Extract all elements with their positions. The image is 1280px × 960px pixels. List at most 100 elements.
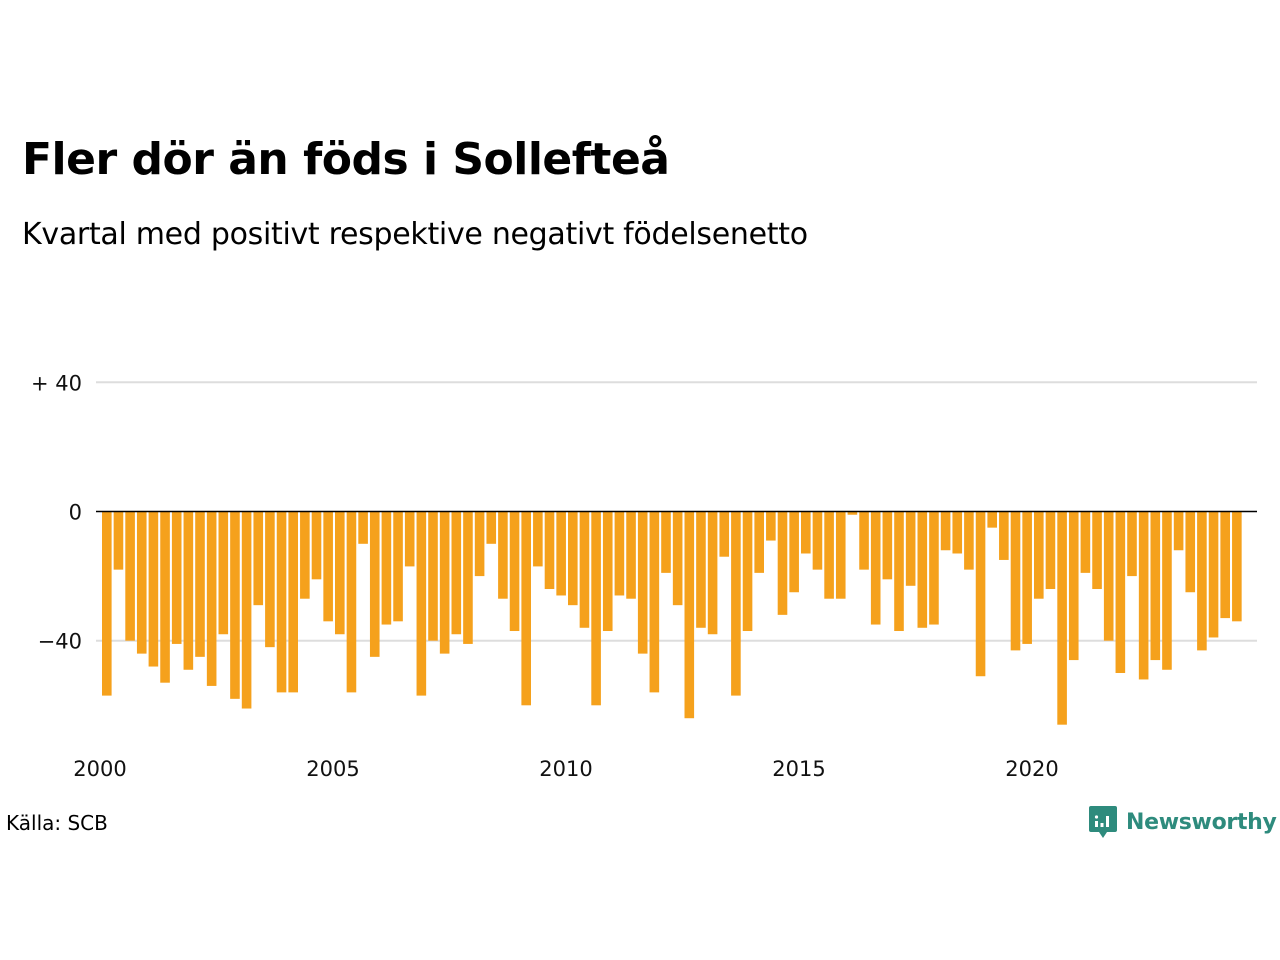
x-tick-label: 2005	[306, 757, 359, 781]
bar	[812, 511, 823, 570]
bar	[777, 511, 788, 615]
bar	[614, 511, 625, 596]
bar	[160, 511, 170, 683]
bar	[136, 511, 147, 654]
bar	[917, 511, 928, 628]
bar	[568, 511, 578, 606]
bar	[719, 511, 730, 557]
bar	[1010, 511, 1021, 651]
bar	[1173, 511, 1184, 551]
bar	[323, 511, 333, 622]
bar	[661, 511, 671, 573]
bar	[416, 511, 427, 696]
bar	[288, 511, 298, 693]
bar	[1092, 511, 1102, 590]
y-axis-labels: + 40 0 −40	[31, 371, 82, 653]
bar	[742, 511, 753, 632]
bar	[847, 511, 858, 515]
bar	[952, 511, 963, 554]
bar	[789, 511, 799, 593]
bar	[987, 511, 997, 528]
chart-title: Fler dör än föds i Sollefteå	[22, 134, 670, 185]
bar	[509, 511, 520, 632]
bar	[1138, 511, 1149, 680]
bar	[276, 511, 287, 693]
bar	[346, 511, 357, 693]
bar	[1150, 511, 1161, 661]
bar	[1197, 511, 1207, 651]
bar	[824, 511, 834, 599]
bar	[335, 511, 345, 635]
bar	[1185, 511, 1196, 593]
bar	[672, 511, 683, 606]
x-tick-label: 2000	[73, 757, 126, 781]
bar	[1103, 511, 1114, 641]
bar	[404, 511, 415, 567]
x-tick-label: 2010	[539, 757, 592, 781]
bar	[369, 511, 380, 657]
bar	[731, 511, 741, 696]
bar	[451, 511, 462, 635]
bar	[649, 511, 660, 693]
bar	[1045, 511, 1056, 590]
bar	[102, 511, 112, 696]
bar	[171, 511, 182, 644]
bar	[637, 511, 648, 654]
bar	[393, 511, 403, 622]
bar	[521, 511, 531, 706]
bar	[940, 511, 951, 551]
bar	[602, 511, 613, 632]
bar	[1208, 511, 1219, 638]
bar	[684, 511, 695, 719]
y-tick-label: −40	[38, 630, 82, 654]
bar	[859, 511, 869, 570]
bar	[428, 511, 438, 641]
bar	[1057, 511, 1067, 725]
brand-name: Newsworthy	[1126, 809, 1277, 835]
bar	[626, 511, 636, 599]
bar	[1034, 511, 1044, 599]
bar	[999, 511, 1009, 560]
y-tick-label: 0	[69, 501, 82, 525]
bar	[474, 511, 485, 577]
x-axis-labels: 2000 2005 2010 2015 2020	[73, 757, 1058, 781]
x-tick-label: 2015	[772, 757, 825, 781]
chart-subtitle: Kvartal med positivt respektive negativt…	[22, 217, 808, 252]
bar	[183, 511, 194, 670]
bar	[766, 511, 776, 541]
bars	[102, 511, 1242, 725]
newsworthy-logo: Newsworthy	[1088, 804, 1277, 840]
bar	[218, 511, 229, 635]
bar	[905, 511, 916, 586]
bar	[1080, 511, 1091, 573]
bar	[964, 511, 974, 570]
bar	[463, 511, 473, 644]
bar	[882, 511, 893, 580]
bar	[439, 511, 450, 654]
newsworthy-logo-icon	[1089, 806, 1117, 838]
bar	[707, 511, 718, 635]
bar	[894, 511, 904, 632]
bar	[754, 511, 764, 573]
bar	[498, 511, 508, 599]
bar	[195, 511, 205, 657]
bar	[311, 511, 322, 580]
bar	[696, 511, 706, 628]
bar	[265, 511, 275, 648]
bar	[1127, 511, 1137, 577]
bar	[533, 511, 543, 567]
bar	[929, 511, 939, 625]
bar	[544, 511, 555, 590]
bar	[206, 511, 217, 686]
bar	[358, 511, 368, 544]
bar	[241, 511, 252, 709]
bar	[1115, 511, 1126, 673]
bar	[591, 511, 601, 706]
bar	[381, 511, 392, 625]
bar	[579, 511, 590, 628]
bar	[113, 511, 124, 570]
bar	[148, 511, 159, 667]
bar	[870, 511, 881, 625]
bar	[801, 511, 811, 554]
